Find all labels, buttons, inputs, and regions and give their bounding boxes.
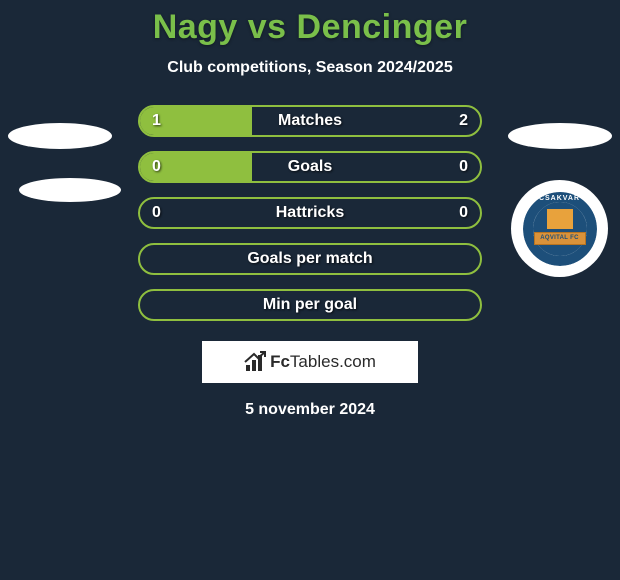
brand-prefix: Fc [270, 352, 290, 371]
brand-main: Tables [290, 352, 339, 371]
crest-top-text: CSAKVAR [523, 195, 597, 202]
club-crest: CSAKVAR AQVITAL FC [523, 192, 597, 266]
bar-chart-icon [244, 353, 266, 371]
player-right-placeholder-1 [508, 123, 612, 149]
stat-row: Min per goal [138, 289, 482, 321]
stat-label: Min per goal [263, 296, 357, 314]
branding-text: FcTables.com [270, 352, 376, 372]
page-title: Nagy vs Dencinger [153, 8, 468, 47]
stat-label: Goals per match [247, 250, 372, 268]
brand-suffix: .com [339, 352, 376, 371]
footer-date: 5 november 2024 [245, 401, 375, 419]
stat-value-left: 1 [152, 112, 161, 130]
crest-banner: AQVITAL FC [534, 232, 586, 245]
stat-value-right: 2 [459, 112, 468, 130]
stat-value-left: 0 [152, 158, 161, 176]
subtitle: Club competitions, Season 2024/2025 [167, 59, 452, 77]
crest-center: AQVITAL FC [533, 202, 587, 256]
stat-row: Goals per match [138, 243, 482, 275]
stat-value-right: 0 [459, 158, 468, 176]
stat-row: 0 0 Goals [138, 151, 482, 183]
arrow-up-icon [244, 351, 266, 363]
club-crest-container: CSAKVAR AQVITAL FC [511, 180, 608, 277]
stat-value-right: 0 [459, 204, 468, 222]
stat-label: Matches [278, 112, 342, 130]
crest-castle-icon [547, 209, 573, 229]
stat-row: 1 2 Matches [138, 105, 482, 137]
stat-label: Hattricks [276, 204, 344, 222]
player-left-placeholder-2 [19, 178, 121, 202]
player-left-placeholder-1 [8, 123, 112, 149]
branding-badge: FcTables.com [202, 341, 418, 383]
stat-label: Goals [288, 158, 332, 176]
stat-value-left: 0 [152, 204, 161, 222]
stat-row: 0 0 Hattricks [138, 197, 482, 229]
